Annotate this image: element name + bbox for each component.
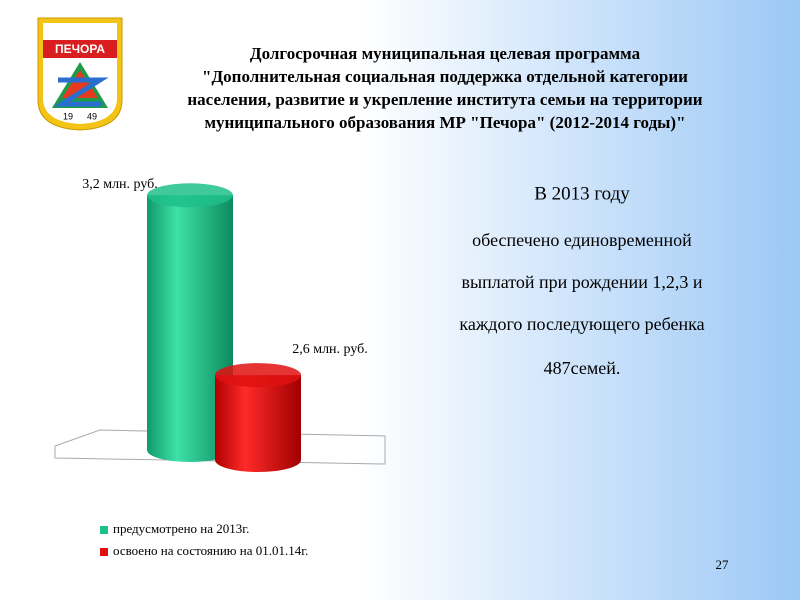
bar <box>215 375 301 472</box>
legend-label: освоено на состоянию на 01.01.14г. <box>113 543 308 558</box>
title-line: Долгосрочная муниципальная целевая прогр… <box>250 44 641 63</box>
body-text: выплатой при рождении 1,2,3 и <box>462 272 703 292</box>
body-text: каждого последующего ребенка <box>459 314 704 334</box>
logo-year: 19 <box>63 111 73 121</box>
page-number: 27 <box>716 557 730 572</box>
body-text: 487семей. <box>544 358 621 378</box>
logo: ПЕЧОРА 19 49 <box>37 17 123 131</box>
body-text: обеспечено единовременной <box>472 230 692 250</box>
bar <box>147 195 233 463</box>
logo-year: 49 <box>87 111 97 121</box>
title-line: населения, развитие и укрепление институ… <box>187 90 702 109</box>
body-text: В 2013 году <box>534 183 630 204</box>
legend-swatch <box>100 526 108 534</box>
data-label: 3,2 млн. руб. <box>82 177 158 192</box>
logo-name: ПЕЧОРА <box>55 42 105 56</box>
bar-top <box>147 183 233 208</box>
bar-top <box>215 363 301 388</box>
data-label: 2,6 млн. руб. <box>292 342 368 357</box>
legend-label: предусмотрено на 2013г. <box>113 521 249 536</box>
title-line: муниципального образования МР "Печора" (… <box>204 113 685 132</box>
title-line: "Дополнительная социальная поддержка отд… <box>202 67 688 86</box>
legend-swatch <box>100 548 108 556</box>
